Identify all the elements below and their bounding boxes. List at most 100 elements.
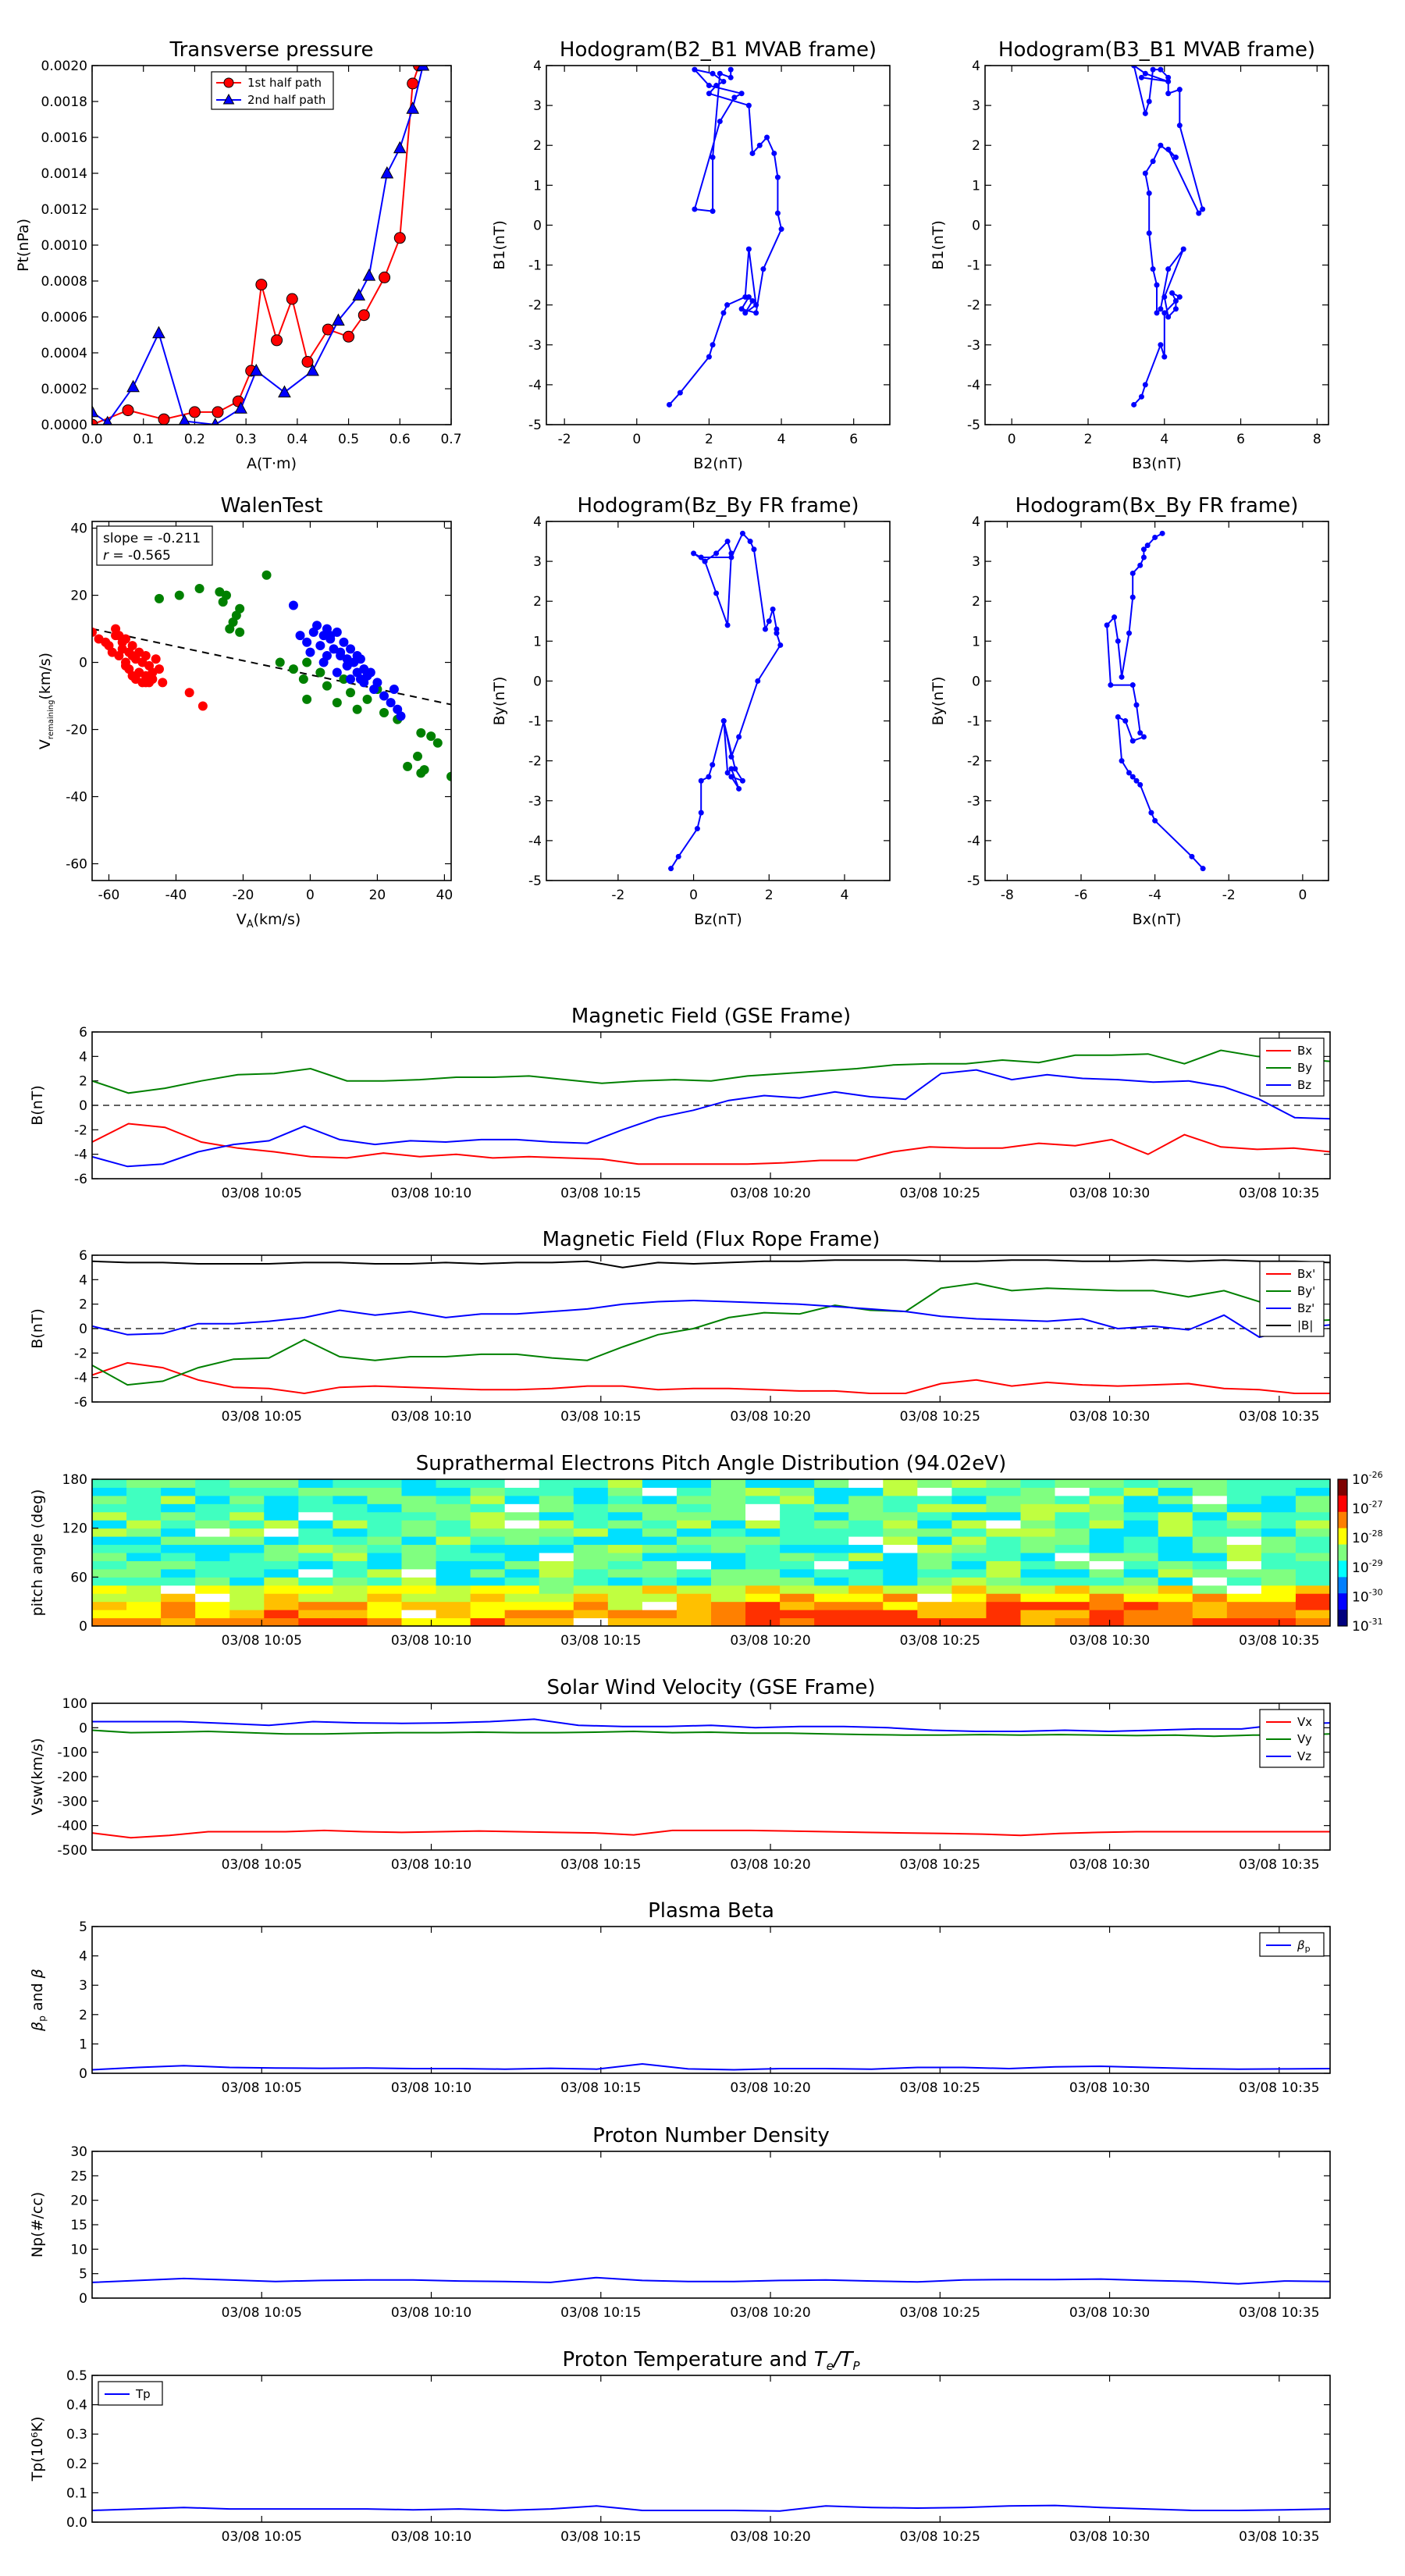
pad-cell [1226, 1511, 1262, 1521]
pad-cell [676, 1617, 712, 1627]
pad-cell [401, 1560, 437, 1570]
pad-cell [1158, 1593, 1193, 1603]
walen-point [261, 570, 272, 580]
walen-point [336, 650, 346, 660]
tp-ytick-label: 0.0012 [41, 202, 87, 218]
pad-cell [1020, 1617, 1056, 1627]
pad-cell [470, 1536, 506, 1546]
tp-point [393, 141, 407, 154]
pad-cell [195, 1487, 230, 1496]
mf_gse-ytick-label: -4 [74, 1147, 87, 1163]
pad-cell [504, 1568, 540, 1578]
h3-plot-area [668, 530, 784, 872]
np-time-label: 03/08 10:20 [730, 2305, 810, 2321]
pad-cell [264, 1528, 299, 1537]
h2-xtick-label: 0 [1008, 432, 1016, 447]
pad-cell [298, 1553, 333, 1561]
pad-cell [917, 1520, 952, 1529]
pad-cell [92, 1503, 127, 1513]
pad-cell [883, 1553, 918, 1561]
pad-cell [1192, 1544, 1228, 1553]
h4-ytick-label: 4 [972, 514, 980, 530]
pad-cell [229, 1479, 265, 1488]
walen-slope: slope = -0.211 [103, 531, 201, 546]
h3-point [739, 777, 745, 784]
pad-cell [298, 1610, 333, 1619]
h4-ytick-label: 2 [972, 594, 980, 610]
legend-sub: p [1305, 1944, 1311, 1954]
walen-point [379, 708, 389, 718]
pad-cell [1020, 1479, 1056, 1488]
beta-ytick-label: 0 [79, 2066, 87, 2082]
pad-cell [264, 1503, 299, 1513]
pad-cell [951, 1617, 987, 1627]
h1-point [706, 83, 712, 89]
pad-cell [676, 1520, 712, 1529]
h1-ytick-label: -5 [528, 418, 542, 433]
h4-ytick-label: -5 [967, 873, 980, 889]
pad-cell [1123, 1495, 1159, 1504]
pad-cell [1020, 1601, 1056, 1610]
pad-cell [298, 1503, 333, 1513]
walen-point [372, 678, 382, 688]
pad-cell [539, 1544, 574, 1553]
h4-xlabel: Bx(nT) [1133, 911, 1182, 928]
pad-cell [745, 1601, 781, 1610]
pad-cell [986, 1577, 1021, 1586]
pad-cell [539, 1487, 574, 1496]
pad-cell [986, 1553, 1021, 1561]
pad-cell [195, 1577, 230, 1586]
pad-cell [745, 1544, 781, 1553]
h2-point [1165, 266, 1172, 272]
h2-xtick-label: 4 [1160, 432, 1168, 447]
pad-cell [848, 1495, 884, 1504]
colorbar-segment [1338, 1495, 1347, 1513]
h3-point [675, 853, 681, 859]
walen-point [302, 657, 312, 667]
h4-point [1108, 682, 1114, 688]
h3-point [698, 554, 704, 560]
pad-cell [573, 1487, 609, 1496]
pad-cell [1226, 1601, 1262, 1610]
pad-cell [1226, 1487, 1262, 1496]
tpr-title: Proton Temperature and Te/TP [562, 2348, 860, 2373]
pad-cell [1261, 1593, 1297, 1603]
h4-point [1137, 781, 1144, 788]
pad-cell [573, 1528, 609, 1537]
tpr-time-label: 03/08 10:20 [730, 2529, 810, 2545]
h2-point [1165, 74, 1172, 80]
pad-cell [1295, 1503, 1331, 1513]
pad-cell [1020, 1553, 1056, 1561]
pad-cell [1055, 1528, 1090, 1537]
walen-point [339, 674, 349, 685]
np-plot-area [92, 2276, 1330, 2285]
pad-cell [1055, 1593, 1090, 1603]
tp-point [362, 269, 376, 281]
pad-cell [1261, 1544, 1297, 1553]
np-time-label: 03/08 10:05 [222, 2305, 302, 2321]
pad-cell [780, 1503, 815, 1513]
pad-cell [1089, 1520, 1125, 1529]
vsw-time-label: 03/08 10:25 [900, 1857, 980, 1873]
pad-cell [1295, 1577, 1331, 1586]
pad-cell [917, 1593, 952, 1603]
h1-point [760, 266, 767, 272]
pad-cell [986, 1536, 1021, 1546]
pad-cell [986, 1610, 1021, 1619]
pad-cell [195, 1520, 230, 1529]
h4-point [1133, 777, 1140, 784]
pad-cell [92, 1487, 127, 1496]
walen-point [379, 691, 389, 701]
pad-cell [1158, 1479, 1193, 1488]
pad-cell [539, 1495, 574, 1504]
pad-cell [539, 1593, 574, 1603]
pad-cell [1020, 1610, 1056, 1619]
tp-legend-label: 2nd half path [247, 93, 325, 107]
walen-point [432, 738, 443, 748]
tp-point [92, 418, 98, 425]
pad-cell [1192, 1617, 1228, 1627]
h1-title: Hodogram(B2_B1 MVAB frame) [560, 38, 877, 62]
pad-cell [1158, 1601, 1193, 1610]
vsw-time-label: 03/08 10:20 [730, 1857, 810, 1873]
pad-cell [333, 1544, 368, 1553]
